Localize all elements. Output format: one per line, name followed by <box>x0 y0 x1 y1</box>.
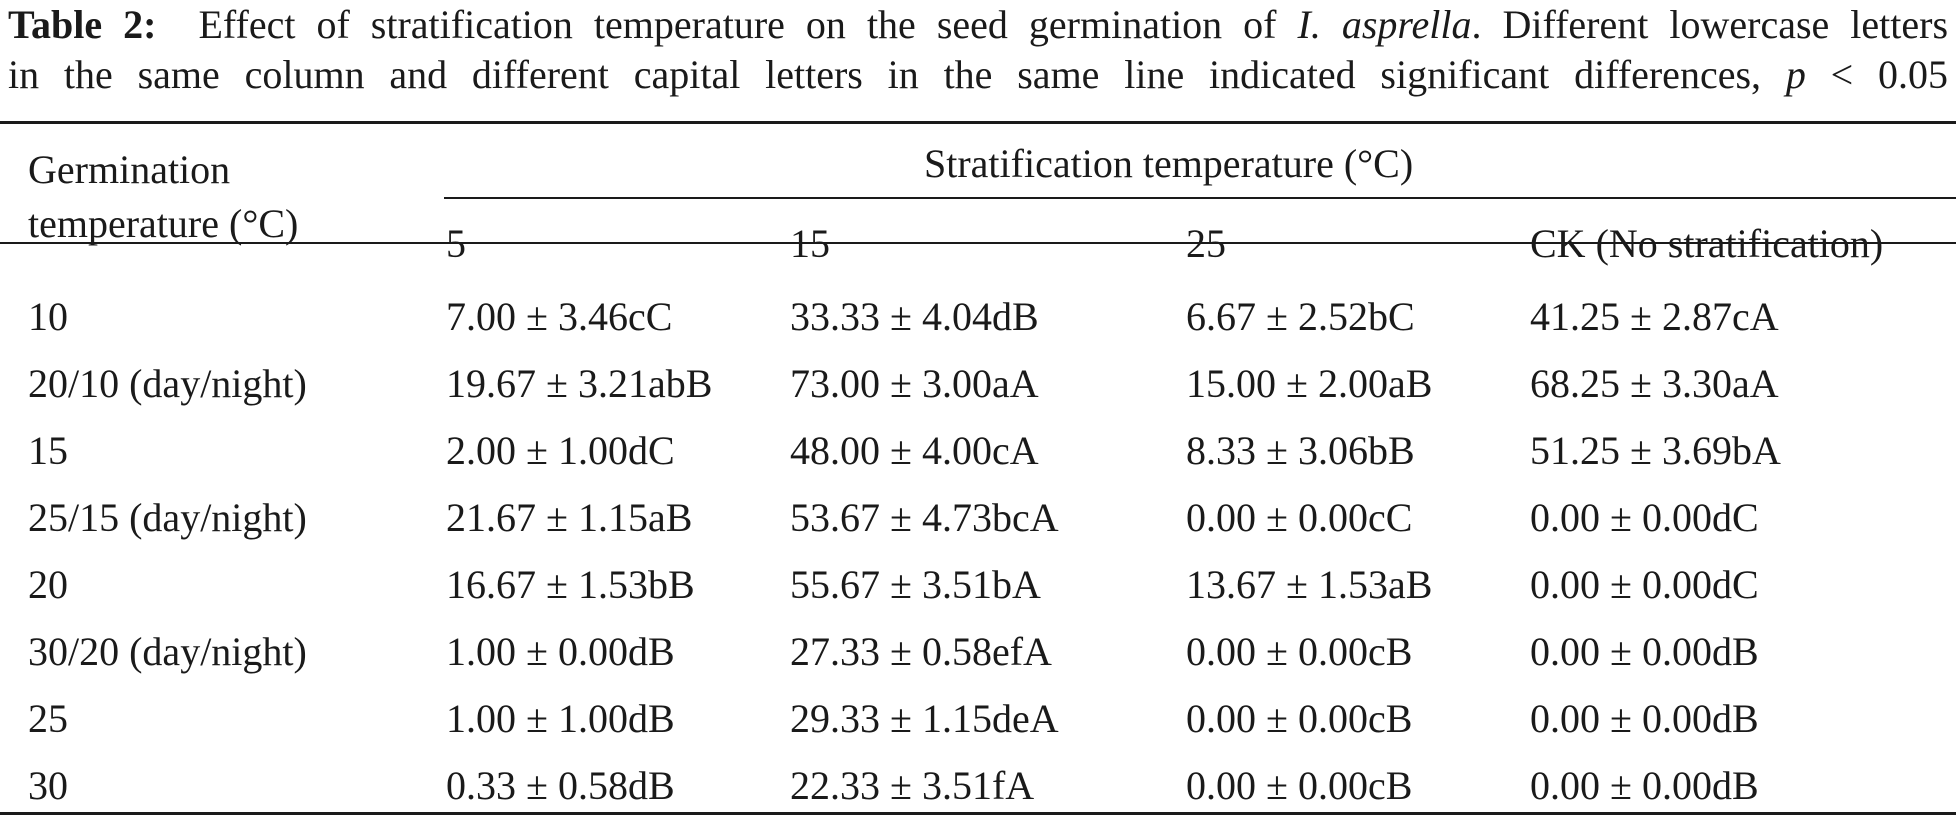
row-value-25: 15.00 ± 2.00aB <box>1186 361 1433 406</box>
caption-line2-text: in the same column and different capital… <box>8 52 1762 97</box>
caption-line-2: in the same column and different capital… <box>8 50 1948 100</box>
caption-label: Table 2: <box>8 2 157 47</box>
caption-text: Effect of stratification temperature on … <box>198 2 1277 47</box>
row-value-ck: 0.00 ± 0.00dC <box>1530 495 1759 540</box>
row-germination: 15 <box>28 428 68 473</box>
row-value-15: 73.00 ± 3.00aA <box>790 361 1039 406</box>
caption-line-1: Table 2: Effect of stratification temper… <box>8 0 1948 50</box>
subheader-ck: CK (No stratification) <box>1530 221 1884 266</box>
row-value-ck: 0.00 ± 0.00dC <box>1530 562 1759 607</box>
row-value-25: 13.67 ± 1.53aB <box>1186 562 1433 607</box>
header-germination-line1: Germination <box>28 147 231 192</box>
table-header-rule <box>0 242 1956 244</box>
table-caption: Table 2: Effect of stratification temper… <box>8 0 1948 100</box>
header-stratification: Stratification temperature (°C) <box>924 141 1414 186</box>
row-value-25: 6.67 ± 2.52bC <box>1186 294 1415 339</box>
row-value-ck: 0.00 ± 0.00dB <box>1530 629 1759 674</box>
row-value-5: 21.67 ± 1.15aB <box>446 495 693 540</box>
caption-text-after: . Different lowercase letters <box>1471 2 1949 47</box>
row-value-5: 0.33 ± 0.58dB <box>446 763 675 808</box>
subheader-25: 25 <box>1186 221 1226 266</box>
row-germination: 25/15 (day/night) <box>28 495 307 540</box>
header-sub-rule <box>444 197 1956 199</box>
row-value-ck: 0.00 ± 0.00dB <box>1530 696 1759 741</box>
row-value-15: 55.67 ± 3.51bA <box>790 562 1041 607</box>
caption-p-symbol: p <box>1785 52 1806 97</box>
table-bottom-rule <box>0 812 1956 815</box>
row-value-5: 2.00 ± 1.00dC <box>446 428 675 473</box>
row-value-ck: 41.25 ± 2.87cA <box>1530 294 1779 339</box>
row-value-15: 27.33 ± 0.58efA <box>790 629 1052 674</box>
row-value-25: 0.00 ± 0.00cB <box>1186 763 1413 808</box>
row-germination: 20 <box>28 562 68 607</box>
row-value-15: 53.67 ± 4.73bcA <box>790 495 1059 540</box>
row-value-15: 29.33 ± 1.15deA <box>790 696 1059 741</box>
row-value-25: 8.33 ± 3.06bB <box>1186 428 1415 473</box>
row-value-5: 1.00 ± 0.00dB <box>446 629 675 674</box>
caption-p-threshold: < 0.05 <box>1830 52 1949 97</box>
row-value-5: 16.67 ± 1.53bB <box>446 562 695 607</box>
row-value-15: 22.33 ± 3.51fA <box>790 763 1035 808</box>
row-germination: 20/10 (day/night) <box>28 361 307 406</box>
row-value-25: 0.00 ± 0.00cC <box>1186 495 1413 540</box>
row-value-ck: 0.00 ± 0.00dB <box>1530 763 1759 808</box>
row-value-5: 1.00 ± 1.00dB <box>446 696 675 741</box>
subheader-5: 5 <box>446 221 466 266</box>
table-top-rule <box>0 121 1956 124</box>
row-germination: 25 <box>28 696 68 741</box>
row-value-25: 0.00 ± 0.00cB <box>1186 696 1413 741</box>
row-germination: 30 <box>28 763 68 808</box>
header-germination: Germination temperature (°C) <box>28 143 298 251</box>
header-germination-line2: temperature (°C) <box>28 201 299 246</box>
row-value-ck: 51.25 ± 3.69bA <box>1530 428 1781 473</box>
caption-species: I. asprella <box>1297 2 1472 47</box>
row-value-5: 19.67 ± 3.21abB <box>446 361 713 406</box>
row-germination: 30/20 (day/night) <box>28 629 307 674</box>
subheader-15: 15 <box>790 221 830 266</box>
row-value-ck: 68.25 ± 3.30aA <box>1530 361 1779 406</box>
row-value-5: 7.00 ± 3.46cC <box>446 294 673 339</box>
row-value-15: 33.33 ± 4.04dB <box>790 294 1039 339</box>
row-germination: 10 <box>28 294 68 339</box>
row-value-25: 0.00 ± 0.00cB <box>1186 629 1413 674</box>
row-value-15: 48.00 ± 4.00cA <box>790 428 1039 473</box>
